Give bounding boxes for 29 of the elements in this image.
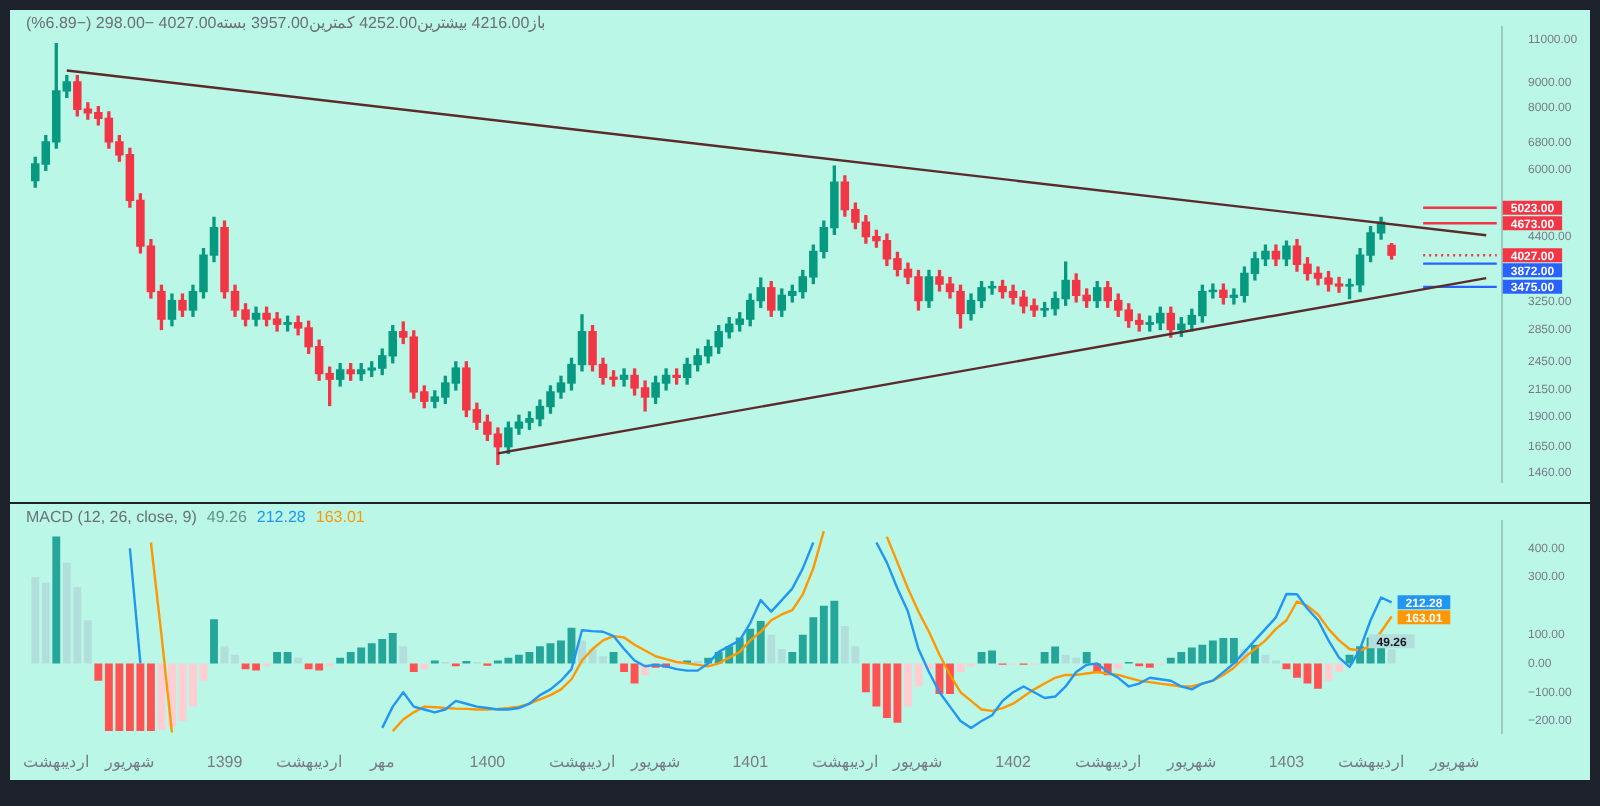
x-tick-label: 1403	[1268, 752, 1306, 771]
bar	[210, 619, 218, 664]
bar	[399, 646, 408, 664]
x-tick-label: 1401	[732, 752, 770, 771]
x-tick-label: شهریور	[628, 752, 681, 771]
x-tick-label: 1399	[206, 752, 244, 771]
text: 163.01	[315, 508, 365, 526]
text: 212.28	[256, 508, 306, 526]
text: 49.26	[206, 508, 247, 526]
bar	[1114, 663, 1123, 670]
x-tick-label: اردیبهشت	[811, 752, 878, 771]
x-tick-label: اردیبهشت	[549, 752, 615, 771]
x-tick-label: 1402	[995, 752, 1032, 771]
x-tick-label: اردیبهشت	[1337, 752, 1404, 771]
x-tick-label: 1400	[469, 752, 507, 771]
x-tick-label: اردیبهشت	[275, 752, 342, 771]
x-tick-label: شهریور	[1427, 752, 1480, 771]
chart-title: MACD (12, 26, close, 9)	[26, 508, 197, 526]
bar	[420, 663, 429, 670]
x-tick-label: اردیبهشت	[1074, 752, 1141, 771]
x-tick-label: مهر	[368, 752, 395, 771]
bar	[1082, 651, 1091, 664]
x-tick-label: شهریور	[891, 752, 944, 771]
annotation: باز4216.00 بیشترین4252.00 کمترین3957.00 بسته4027.00 −298.00 (−6.89%)	[26, 14, 546, 32]
x-tick-label: شهریور	[1164, 752, 1217, 771]
bar	[409, 663, 418, 673]
x-tick-label: اردیبهشت	[23, 752, 90, 771]
x-tick-label: شهریور	[102, 752, 155, 771]
bar	[52, 536, 61, 664]
